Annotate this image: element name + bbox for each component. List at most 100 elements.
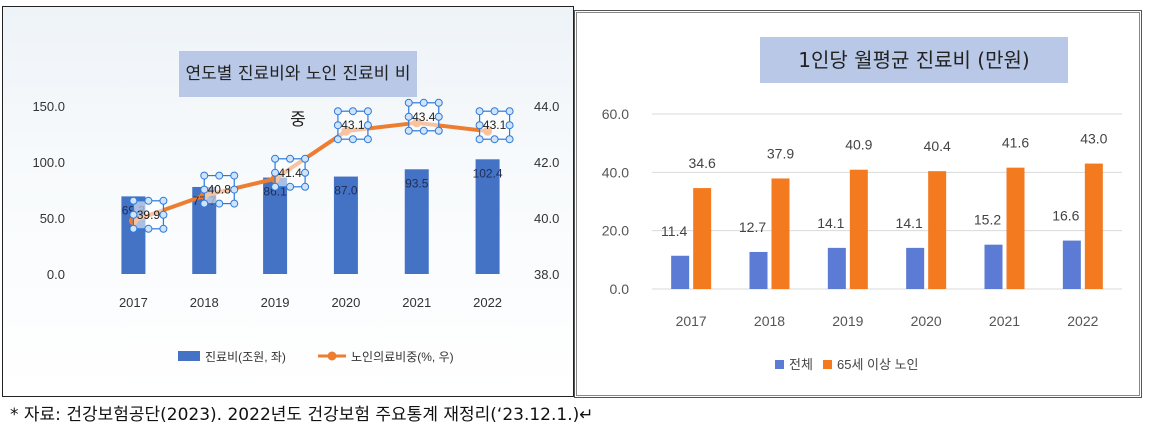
left-chart-title: 연도별 진료비와 노인 진료비 비중 xyxy=(179,51,417,130)
x-tick-label: 2019 xyxy=(261,295,290,310)
selection-handle xyxy=(301,182,310,191)
left-chart-panel: 연도별 진료비와 노인 진료비 비중 0.0 50.0 100.0 150.0 38.0… xyxy=(2,6,574,397)
legend-label-line: 노인의료비중(%, 우) xyxy=(351,350,454,364)
legend-label-all: 전체 xyxy=(789,357,813,372)
x-tick-label: 2021 xyxy=(402,295,431,310)
selection-handle xyxy=(475,135,484,144)
line-elderly-share xyxy=(132,120,488,223)
x-tick-label: 2020 xyxy=(911,313,942,329)
selection-handle xyxy=(333,107,342,116)
selection-handle xyxy=(129,196,138,205)
selection-handle xyxy=(434,98,443,107)
bar-all-data-label: 15.2 xyxy=(974,212,1001,228)
selection-handle xyxy=(129,210,138,219)
bar-all xyxy=(671,255,690,289)
bar-elderly-data-label: 37.9 xyxy=(767,145,794,161)
right-chart-panel: 1인당 월평균 진료비 (만원) 0.0 20.0 40.0 60.0 2017 2018… xyxy=(574,10,1142,398)
y-tick-label: 20.0 xyxy=(602,223,629,239)
bar-elderly-data-label: 40.4 xyxy=(924,138,951,154)
line-data-label: 43.1 xyxy=(341,118,365,132)
selection-handle xyxy=(200,171,209,180)
line-data-label: 43.1 xyxy=(483,118,507,132)
selection-handle xyxy=(348,107,357,116)
selection-handle xyxy=(333,135,342,144)
selection-handle xyxy=(404,98,413,107)
bar-elderly xyxy=(1084,163,1103,289)
selection-handle xyxy=(301,168,310,177)
right-chart-svg: 0.0 20.0 40.0 60.0 2017 2018 2019 2020 2021 2022 1… xyxy=(602,106,1122,372)
legend-swatch-bar xyxy=(178,351,200,361)
selection-handle xyxy=(144,224,153,233)
selection-handle xyxy=(301,154,310,163)
x-tick-label: 2019 xyxy=(832,313,863,329)
legend-swatch-elderly xyxy=(823,360,832,369)
selection-handle xyxy=(475,121,484,130)
bar-elderly xyxy=(693,188,712,289)
selection-handle xyxy=(230,199,239,208)
selection-handle xyxy=(404,126,413,135)
bar-elderly-data-label: 40.9 xyxy=(845,137,872,153)
selection-handle xyxy=(215,199,224,208)
selection-handle xyxy=(271,182,280,191)
legend-label-elderly: 65세 이상 노인 xyxy=(837,357,918,372)
bar-all xyxy=(984,244,1003,289)
selection-handle xyxy=(200,185,209,194)
x-tick-label: 2018 xyxy=(190,295,219,310)
selection-handle xyxy=(419,98,428,107)
selection-handle xyxy=(434,112,443,121)
y-right-tick-label: 44.0 xyxy=(534,99,559,114)
bar-all-data-label: 11.4 xyxy=(661,223,687,239)
bar-elderly-data-label: 34.6 xyxy=(689,155,716,171)
bar-all-data-label: 14.1 xyxy=(817,215,844,231)
selection-handle xyxy=(230,185,239,194)
x-tick-label: 2021 xyxy=(989,313,1020,329)
y-right-tick-label: 38.0 xyxy=(534,267,559,282)
selection-handle xyxy=(129,224,138,233)
bar-all xyxy=(1062,240,1081,289)
x-tick-label: 2017 xyxy=(119,295,148,310)
selection-handle xyxy=(434,126,443,135)
y-right-tick-label: 42.0 xyxy=(534,155,559,170)
selection-handle xyxy=(505,121,514,130)
y-tick-label: 40.0 xyxy=(602,164,629,180)
line-data-label: 39.9 xyxy=(137,208,161,222)
selection-handle xyxy=(490,135,499,144)
x-tick-label: 2022 xyxy=(473,295,502,310)
y-left-tick-label: 100.0 xyxy=(32,155,65,170)
bar-all-data-label: 16.6 xyxy=(1052,208,1079,224)
bar-all-data-label: 12.7 xyxy=(739,219,766,235)
selection-handle xyxy=(271,168,280,177)
selection-handle xyxy=(505,107,514,116)
bar-all-data-label: 14.1 xyxy=(896,215,923,231)
x-tick-label: 2020 xyxy=(331,295,360,310)
bar-elderly xyxy=(928,171,947,289)
selection-handle xyxy=(348,135,357,144)
bar-elderly xyxy=(771,178,790,289)
selection-handle xyxy=(159,196,168,205)
x-tick-label: 2018 xyxy=(754,313,785,329)
selection-handle xyxy=(271,154,280,163)
selection-handle xyxy=(230,171,239,180)
bar-cost xyxy=(475,159,500,274)
bar-elderly-data-label: 41.6 xyxy=(1002,135,1029,151)
selection-handle xyxy=(159,210,168,219)
bar-all xyxy=(827,247,846,289)
bar-elderly xyxy=(849,169,868,289)
y-left-tick-label: 150.0 xyxy=(32,99,65,114)
selection-handle xyxy=(419,126,428,135)
selection-handle xyxy=(490,107,499,116)
bar-elderly xyxy=(1006,167,1025,289)
bar-cost xyxy=(263,177,288,274)
selection-handle xyxy=(505,135,514,144)
selection-handle xyxy=(363,107,372,116)
y-tick-label: 0.0 xyxy=(610,281,630,297)
y-right-tick-label: 40.0 xyxy=(534,211,559,226)
bar-all xyxy=(749,251,768,289)
bar-data-label: 86.1 xyxy=(263,185,287,199)
x-tick-label: 2022 xyxy=(1067,313,1098,329)
bar-elderly-data-label: 43.0 xyxy=(1080,131,1107,147)
selection-handle xyxy=(475,107,484,116)
bar-data-label: 87.0 xyxy=(334,184,358,198)
left-chart-svg: 0.0 50.0 100.0 150.0 38.0 40.0 42.0 44.0 2017 201… xyxy=(32,98,559,364)
bar-cost xyxy=(333,176,358,274)
